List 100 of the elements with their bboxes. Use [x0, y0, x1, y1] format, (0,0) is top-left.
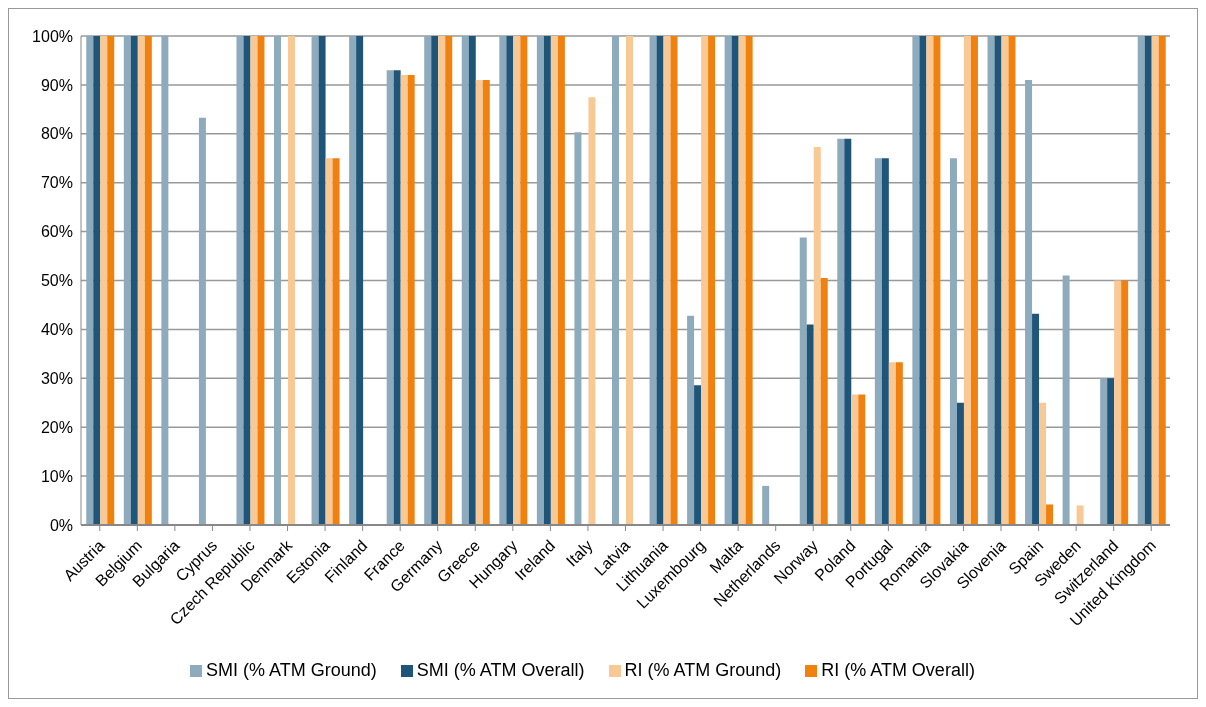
bar	[745, 36, 753, 525]
bar	[762, 485, 770, 525]
bar	[949, 158, 957, 525]
bar	[1107, 378, 1115, 525]
bar	[93, 36, 101, 525]
bar	[144, 36, 152, 525]
bar	[393, 70, 401, 525]
bar	[386, 70, 394, 525]
bar	[407, 75, 415, 525]
bar	[874, 158, 882, 525]
bar	[461, 36, 469, 525]
bar	[806, 324, 814, 525]
bar	[851, 394, 859, 525]
bar	[520, 36, 528, 525]
bar	[1008, 36, 1016, 525]
legend-label: SMI (% ATM Overall)	[416, 660, 585, 680]
bar	[499, 36, 507, 525]
bar	[513, 36, 521, 525]
bar	[438, 36, 446, 525]
bar	[100, 36, 108, 525]
bar	[687, 315, 695, 525]
bar	[288, 36, 296, 525]
bar	[912, 36, 920, 525]
bar	[670, 36, 678, 525]
bar	[656, 36, 664, 525]
legend-label: RI (% ATM Ground)	[624, 660, 782, 680]
bar	[550, 36, 558, 525]
y-tick-label: 20%	[40, 418, 73, 436]
y-tick-label: 0%	[49, 516, 73, 534]
bar	[130, 36, 138, 525]
y-tick-label: 90%	[40, 76, 73, 94]
bar	[236, 36, 244, 525]
bar	[1076, 505, 1084, 525]
bar	[933, 36, 941, 525]
bar	[919, 36, 927, 525]
bar	[475, 80, 483, 525]
bar	[588, 97, 596, 525]
bar	[198, 117, 206, 525]
bar	[161, 36, 169, 525]
bar	[1100, 378, 1108, 525]
bar	[557, 36, 565, 525]
bar	[257, 36, 265, 525]
bar	[956, 402, 964, 525]
bar	[987, 36, 995, 525]
y-tick-label: 100%	[32, 27, 73, 45]
bar	[274, 36, 282, 525]
bar	[708, 36, 716, 525]
bar	[844, 138, 852, 525]
bar	[1032, 313, 1040, 525]
bar	[243, 36, 251, 525]
bar	[1046, 504, 1054, 525]
bar	[813, 147, 821, 525]
bar	[311, 36, 319, 525]
legend-label: SMI (% ATM Ground)	[206, 660, 377, 680]
bar	[332, 158, 340, 525]
bar	[1151, 36, 1159, 525]
bar	[895, 362, 903, 525]
bar	[86, 36, 94, 525]
bar	[445, 36, 453, 525]
y-tick-label: 80%	[40, 125, 73, 143]
bar	[424, 36, 432, 525]
bar	[926, 36, 934, 525]
y-tick-label: 50%	[40, 272, 73, 290]
bar	[400, 75, 408, 525]
bar	[536, 36, 544, 525]
bar	[325, 158, 333, 525]
bar	[250, 36, 258, 525]
bar	[137, 36, 145, 525]
bar	[1039, 402, 1047, 525]
bar	[1114, 280, 1122, 525]
bar	[888, 362, 896, 525]
bar	[701, 36, 709, 525]
bar	[1144, 36, 1152, 525]
bar	[731, 36, 739, 525]
bar	[468, 36, 476, 525]
bar	[1025, 80, 1033, 525]
y-tick-label: 70%	[40, 174, 73, 192]
bar	[858, 394, 866, 525]
bar	[1001, 36, 1009, 525]
legend-label: RI (% ATM Overall)	[821, 660, 975, 680]
bar	[482, 80, 490, 525]
bar	[574, 132, 582, 525]
bar	[318, 36, 326, 525]
bar	[738, 36, 746, 525]
bar	[694, 385, 702, 525]
bar	[820, 278, 828, 525]
bar	[431, 36, 439, 525]
bar	[1062, 275, 1070, 525]
bar	[663, 36, 671, 525]
bar	[1137, 36, 1145, 525]
y-tick-label: 10%	[40, 467, 73, 485]
bar	[1121, 280, 1129, 525]
bar	[970, 36, 978, 525]
bar	[349, 36, 357, 525]
bar	[837, 138, 845, 525]
bar	[1158, 36, 1166, 525]
bar	[107, 36, 115, 525]
y-tick-label: 60%	[40, 223, 73, 241]
y-tick-label: 40%	[40, 321, 73, 339]
bar	[611, 36, 619, 525]
